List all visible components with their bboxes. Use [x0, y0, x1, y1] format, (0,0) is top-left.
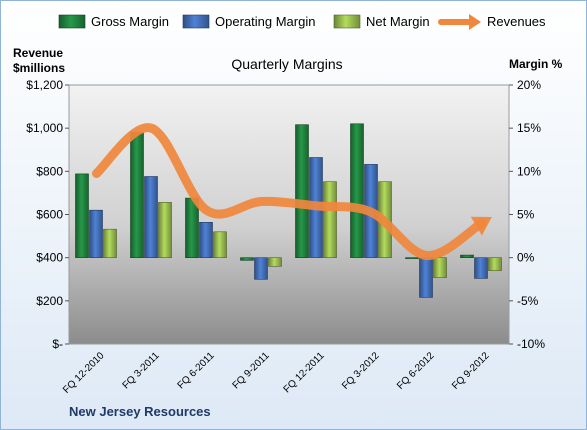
- left-axis-title-line2: $millions: [13, 61, 65, 75]
- bar-gross-margin-fq-6-2011: [185, 197, 199, 259]
- legend-label-revenues: Revenues: [487, 14, 546, 29]
- legend-swatch-operating-margin: [182, 14, 210, 29]
- right-tick-label: -5%: [517, 294, 539, 308]
- left-tick-label: $1,000: [26, 121, 63, 135]
- source-label: New Jersey Resources: [69, 404, 211, 419]
- legend-swatch-net-margin: [333, 14, 361, 29]
- bar-operating-margin-fq-12-2010: [89, 209, 103, 258]
- bar-net-margin-fq-9-2011: [268, 257, 282, 267]
- bar-gross-margin-fq-9-2012: [460, 254, 474, 259]
- right-tick-label: -10%: [517, 337, 545, 351]
- bar-gross-margin-fq-3-2012: [350, 123, 364, 258]
- legend-arrowhead: [469, 14, 481, 30]
- bar-net-margin-fq-6-2012: [433, 257, 447, 278]
- bar-net-margin-fq-12-2010: [103, 228, 117, 258]
- revenues-line: [92, 123, 486, 260]
- left-tick-label: $600: [36, 208, 63, 222]
- bar-net-margin-fq-6-2011: [213, 231, 227, 259]
- left-tick-label: $-: [52, 337, 63, 351]
- bar-gross-margin-fq-12-2010: [75, 173, 89, 258]
- left-tick-label: $400: [36, 251, 63, 265]
- bar-operating-margin-fq-6-2011: [199, 222, 213, 259]
- right-tick-label: 20%: [517, 78, 541, 92]
- right-tick-label: 5%: [517, 208, 535, 222]
- right-axis-title: Margin %: [509, 57, 563, 71]
- right-tick-label: 10%: [517, 164, 541, 178]
- left-tick-label: $200: [36, 294, 63, 308]
- category-label-fq-6-2012: FQ 6-2012: [395, 350, 437, 392]
- legend-label-net-margin: Net Margin: [366, 14, 430, 29]
- left-axis-title-line1: Revenue: [13, 46, 63, 60]
- legend-label-operating-margin: Operating Margin: [215, 14, 315, 29]
- category-label-fq-12-2010: FQ 12-2010: [61, 350, 107, 396]
- legend-swatch-gross-margin: [58, 14, 86, 29]
- bar-operating-margin-fq-6-2012: [419, 257, 433, 298]
- bar-net-margin-fq-9-2012: [488, 257, 502, 271]
- bar-net-margin-fq-3-2011: [158, 202, 172, 258]
- category-label-fq-3-2011: FQ 3-2011: [121, 350, 162, 391]
- category-label-fq-9-2012: FQ 9-2012: [450, 350, 492, 392]
- left-tick-label: $1,200: [26, 78, 63, 92]
- revenues-line-arrowhead: [470, 216, 492, 236]
- category-label-fq-6-2011: FQ 6-2011: [176, 350, 217, 391]
- bar-operating-margin-fq-9-2011: [254, 257, 268, 280]
- bar-gross-margin-fq-9-2011: [240, 257, 254, 261]
- bar-net-margin-fq-12-2011: [323, 181, 337, 258]
- category-label-fq-3-2012: FQ 3-2012: [340, 350, 382, 392]
- bar-operating-margin-fq-3-2011: [144, 176, 158, 258]
- bar-operating-margin-fq-9-2012: [474, 257, 488, 279]
- category-label-fq-12-2011: FQ 12-2011: [282, 350, 327, 395]
- right-tick-label: 15%: [517, 121, 541, 135]
- bar-gross-margin-fq-12-2011: [295, 124, 309, 258]
- legend-label-gross-margin: Gross Margin: [91, 14, 169, 29]
- category-label-fq-9-2011: FQ 9-2011: [231, 350, 272, 391]
- chart-title: Quarterly Margins: [231, 56, 342, 72]
- bar-gross-margin-fq-3-2011: [130, 132, 144, 258]
- right-tick-label: 0%: [517, 251, 535, 265]
- left-tick-label: $800: [36, 164, 63, 178]
- bar-gross-margin-fq-6-2012: [405, 257, 419, 259]
